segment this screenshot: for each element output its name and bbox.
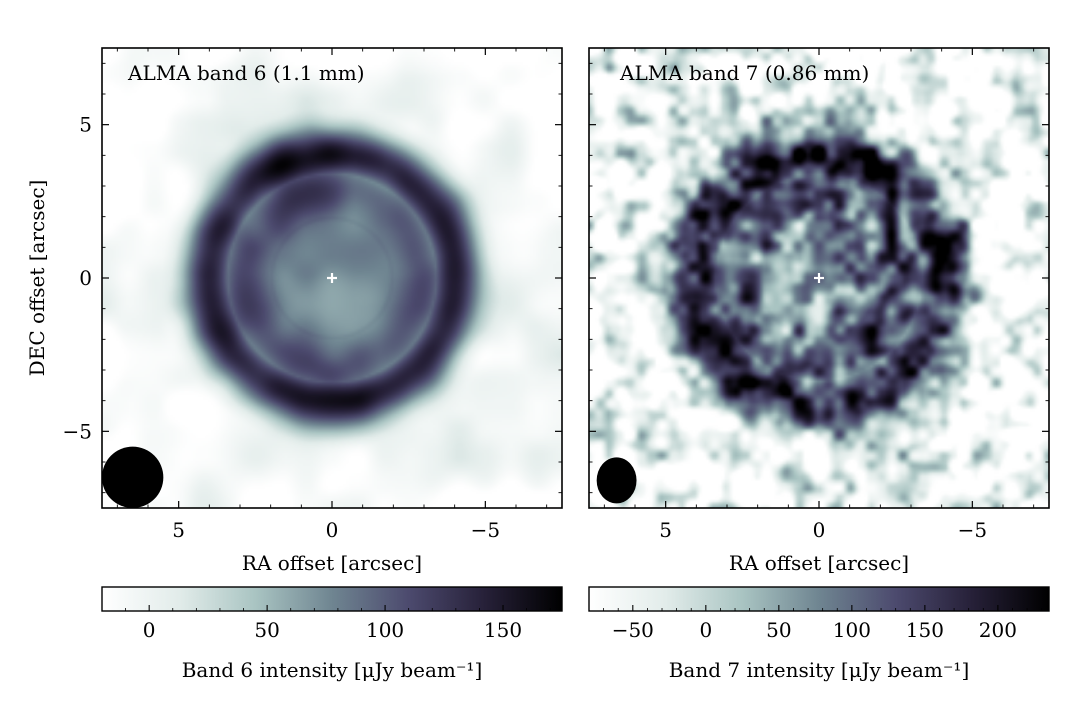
band6-ytick-label: −5	[63, 419, 92, 443]
band6-axis-ticks	[102, 48, 562, 508]
panel-band6: ALMA band 6 (1.1 mm) 5 0 −5 5 0 −5 RA of…	[25, 47, 563, 575]
band6-colorbar-tick-label: 50	[254, 618, 279, 642]
band7-beam-ellipse	[596, 457, 637, 504]
band6-colorbar-tick-label: 0	[143, 618, 156, 642]
band7-axis-ticks	[589, 48, 1049, 508]
band7-xtick-label: 0	[813, 518, 826, 542]
band7-colorbar-tick-label: −50	[612, 618, 654, 642]
band7-colorbar-tick-label: 200	[979, 618, 1017, 642]
yaxis-label: DEC offset [arcsec]	[25, 180, 49, 377]
band6-colorbar-ticks	[101, 605, 551, 611]
band6-xtick-label: −5	[471, 518, 500, 542]
band6-colorbar-tick-label: 150	[484, 618, 522, 642]
band7-colorbar-tick-label: 150	[906, 618, 944, 642]
band7-colorbar-tick-label: 50	[766, 618, 791, 642]
band6-colorbar: 0 50 100 150 Band 6 intensity [μJy beam⁻…	[101, 586, 563, 682]
band7-xtick-label: 5	[659, 518, 672, 542]
panel-band7: ALMA band 7 (0.86 mm) 5 0 −5 RA offset […	[588, 47, 1050, 575]
band7-colorbar-tick-label: 100	[833, 618, 871, 642]
band6-ytick-label: 5	[79, 113, 92, 137]
band6-xaxis-label: RA offset [arcsec]	[242, 551, 422, 575]
band6-colorbar-tick-label: 100	[366, 618, 404, 642]
band6-panel-title: ALMA band 6 (1.1 mm)	[127, 61, 365, 85]
band6-xtick-label: 5	[172, 518, 185, 542]
band6-beam-ellipse	[102, 446, 164, 508]
band7-panel-title: ALMA band 7 (0.86 mm)	[619, 61, 869, 85]
band7-colorbar-label: Band 7 intensity [μJy beam⁻¹]	[669, 658, 970, 682]
band6-colorbar-label: Band 6 intensity [μJy beam⁻¹]	[182, 658, 483, 682]
band6-center-marker	[327, 273, 337, 283]
band7-xtick-label: −5	[958, 518, 987, 542]
band7-center-marker	[814, 273, 824, 283]
band7-colorbar-tick-label: 0	[699, 618, 712, 642]
band7-colorbar-ticks	[588, 605, 1043, 611]
band6-ytick-label: 0	[79, 266, 92, 290]
band7-colorbar: −50 0 50 100 150 200 Band 7 intensity [μ…	[588, 586, 1050, 682]
band7-xaxis-label: RA offset [arcsec]	[729, 551, 909, 575]
band6-xtick-label: 0	[326, 518, 339, 542]
